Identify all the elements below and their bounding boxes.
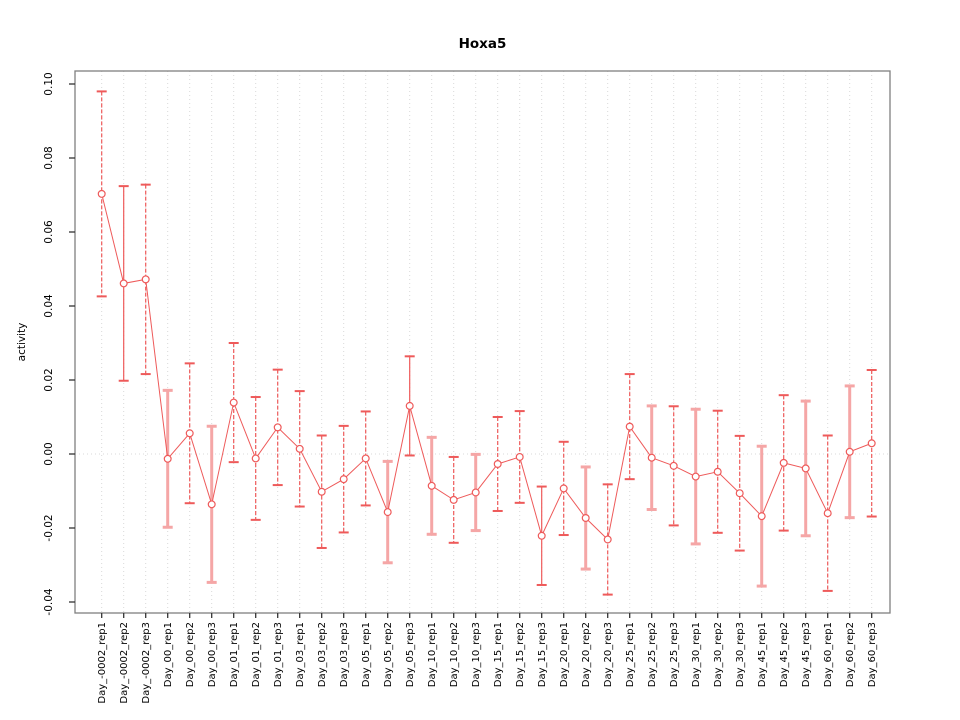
y-tick-label: -0.04: [43, 588, 55, 615]
x-tick-label: Day_60_rep1: [823, 622, 834, 687]
series-line: [101, 193, 872, 541]
y-tick-label: 0.06: [43, 220, 55, 244]
x-tick-label: Day_01_rep3: [273, 622, 284, 687]
x-tick-label: Day_05_rep2: [383, 622, 394, 687]
data-point: [603, 535, 612, 544]
data-point: [823, 509, 832, 518]
data-point: [273, 423, 282, 432]
x-tick-label: Day_15_rep3: [537, 622, 548, 687]
data-point: [251, 454, 260, 463]
x-tick-label: Day_25_rep2: [647, 622, 658, 687]
x-tick-label: Day_30_rep2: [713, 622, 724, 687]
data-point: [647, 453, 656, 462]
x-tick-label: Day_03_rep3: [339, 622, 350, 687]
x-tick-label: Day_20_rep3: [603, 622, 614, 687]
data-point: [97, 189, 106, 198]
data-point: [119, 279, 128, 288]
x-tick-label: Day_-0002_rep2: [119, 622, 130, 704]
x-tick-label: Day_25_rep1: [625, 622, 636, 687]
data-point: [295, 444, 304, 453]
data-point: [559, 484, 568, 493]
data-point: [581, 514, 590, 523]
x-tick-label: Day_60_rep2: [845, 622, 856, 687]
x-tick-label: Day_05_rep3: [405, 622, 416, 687]
data-point: [757, 512, 766, 521]
x-tick-label: Day_10_rep3: [471, 622, 482, 687]
x-tick-label: Day_05_rep1: [361, 622, 372, 687]
data-point: [185, 429, 194, 438]
data-point: [317, 487, 326, 496]
data-point: [779, 458, 788, 467]
x-tick-label: Day_03_rep2: [317, 622, 328, 687]
data-point: [515, 452, 524, 461]
x-tick-label: Day_20_rep1: [559, 622, 570, 687]
x-tick-label: Day_10_rep1: [427, 622, 438, 687]
x-tick-label: Day_15_rep2: [515, 622, 526, 687]
data-point: [361, 454, 370, 463]
x-tick-label: Day_25_rep3: [669, 622, 680, 687]
x-tick-label: Day_10_rep2: [449, 622, 460, 687]
data-point: [383, 508, 392, 517]
y-tick-label: 0.02: [43, 368, 55, 391]
plot-frame: [74, 70, 891, 614]
x-tick-label: Day_-0002_rep3: [141, 622, 152, 704]
data-point: [735, 489, 744, 498]
data-point: [669, 461, 678, 470]
x-tick-label: Day_45_rep2: [779, 622, 790, 687]
data-point: [845, 447, 854, 456]
data-point: [427, 481, 436, 490]
x-tick-label: Day_45_rep3: [801, 622, 812, 687]
chart-title: Hoxa5: [459, 36, 507, 52]
data-point: [163, 454, 172, 463]
x-tick-label: Day_20_rep2: [581, 622, 592, 687]
x-tick-label: Day_01_rep1: [229, 622, 240, 687]
y-tick-label: 0.04: [43, 294, 55, 318]
y-tick-label: -0.02: [43, 514, 55, 541]
data-point: [713, 467, 722, 476]
data-point: [493, 459, 502, 468]
data-point: [207, 500, 216, 509]
y-tick-label: 0.10: [43, 72, 55, 95]
y-axis-label: activity: [16, 323, 28, 362]
data-point: [625, 422, 634, 431]
y-tick-label: 0.08: [43, 146, 55, 169]
y-tick-label: 0.00: [43, 442, 55, 465]
data-point: [537, 531, 546, 540]
x-tick-label: Day_00_rep1: [163, 622, 174, 687]
data-point: [471, 488, 480, 497]
x-tick-label: Day_01_rep2: [251, 622, 262, 687]
x-tick-label: Day_03_rep1: [295, 622, 306, 687]
x-tick-label: Day_15_rep1: [493, 622, 504, 687]
x-tick-label: Day_-0002_rep1: [97, 622, 108, 704]
x-tick-label: Day_00_rep3: [207, 622, 218, 687]
data-point: [229, 398, 238, 407]
x-tick-label: Day_30_rep1: [691, 622, 702, 687]
data-point: [141, 275, 150, 284]
data-point: [691, 472, 700, 481]
x-tick-label: Day_30_rep3: [735, 622, 746, 687]
x-tick-label: Day_60_rep3: [867, 622, 878, 687]
x-tick-label: Day_00_rep2: [185, 622, 196, 687]
data-point: [405, 401, 414, 410]
x-tick-label: Day_45_rep1: [757, 622, 768, 687]
data-point: [801, 464, 810, 473]
data-point: [449, 495, 458, 504]
data-point: [867, 439, 876, 448]
data-point: [339, 475, 348, 484]
